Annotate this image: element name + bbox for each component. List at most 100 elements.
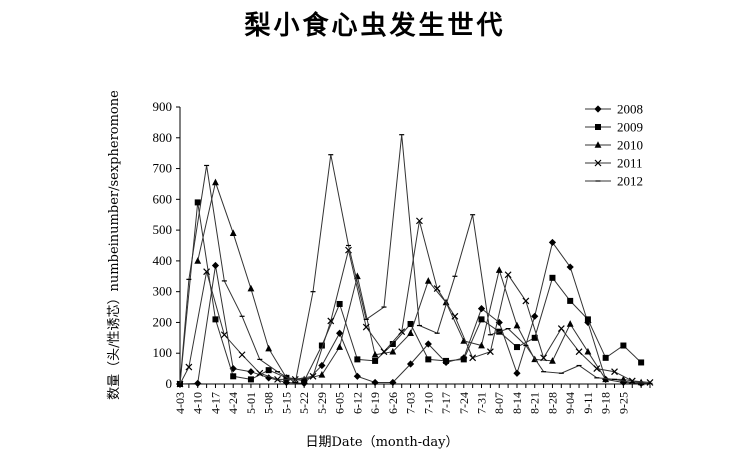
x-tick-label: 7-24 — [457, 392, 471, 414]
point-marker — [220, 331, 228, 339]
y-tick-label: 900 — [153, 99, 173, 114]
point-marker — [265, 374, 273, 382]
point-marker — [318, 370, 326, 378]
point-marker — [185, 363, 193, 371]
x-tick-label: 4-17 — [208, 392, 222, 414]
point-marker — [407, 329, 414, 337]
point-marker — [389, 347, 397, 355]
legend-label: 2008 — [617, 102, 643, 117]
x-tick-label: 8-07 — [492, 392, 506, 414]
x-tick-label: 7-17 — [439, 392, 453, 414]
point-marker — [548, 238, 557, 247]
point-marker — [389, 378, 397, 387]
point-marker — [300, 375, 308, 383]
point-marker — [566, 263, 574, 271]
point-marker — [229, 365, 237, 373]
point-marker — [620, 342, 627, 349]
x-tick-label: 9-11 — [581, 392, 595, 414]
x-tick-label: 6-26 — [386, 392, 400, 414]
point-marker — [478, 341, 485, 349]
point-marker — [425, 356, 432, 363]
legend: 2008 2009 2010 2011 2012 — [585, 102, 643, 189]
x-tick-label: 4-24 — [226, 392, 240, 414]
legend-item-2012: 2012 — [585, 174, 643, 189]
y-tick-label: 500 — [153, 222, 173, 237]
point-marker — [238, 351, 246, 359]
point-marker — [274, 375, 281, 383]
point-marker — [557, 325, 565, 333]
x-tick-label: 5-15 — [279, 392, 293, 414]
point-marker — [531, 334, 538, 341]
point-marker — [504, 271, 512, 279]
point-marker — [380, 348, 388, 356]
y-tick-label: 700 — [153, 161, 173, 176]
point-marker — [353, 372, 361, 380]
point-marker — [406, 360, 415, 368]
x-tick-label: 8-14 — [510, 392, 524, 414]
point-marker — [318, 342, 325, 349]
x-tick-label: 6-05 — [333, 392, 347, 414]
x-tick-label: 8-21 — [528, 392, 542, 414]
point-marker — [513, 344, 520, 351]
point-marker — [203, 268, 211, 276]
y-tick-label: 400 — [153, 253, 173, 268]
point-marker — [247, 376, 254, 383]
point-marker — [638, 359, 645, 366]
x-tick-label: 9-04 — [563, 392, 577, 414]
point-marker — [229, 229, 237, 236]
y-tick-label: 200 — [153, 314, 173, 329]
x-tick-label: 5-29 — [315, 392, 329, 414]
y-tick-label: 600 — [153, 191, 173, 206]
y-tick-label: 800 — [153, 130, 173, 145]
point-marker — [495, 266, 503, 273]
point-marker — [416, 217, 423, 225]
y-tick-label: 100 — [153, 345, 173, 360]
point-marker — [371, 378, 379, 387]
legend-item-2010: 2010 — [585, 138, 643, 153]
series-line — [179, 134, 651, 385]
point-marker — [194, 257, 202, 264]
point-marker — [477, 304, 486, 313]
point-marker — [567, 297, 574, 304]
x-tick-label: 4-03 — [173, 392, 187, 414]
y-axis-ticks: 0 100 200 300 400 500 600 700 800 900 — [153, 99, 180, 391]
point-marker — [247, 284, 255, 292]
point-marker — [309, 372, 317, 380]
point-marker — [593, 365, 601, 373]
series-2012 — [177, 134, 653, 385]
legend-label: 2010 — [617, 138, 643, 153]
point-marker — [398, 328, 406, 336]
y-tick-label: 300 — [153, 284, 173, 299]
series-2010 — [194, 178, 645, 386]
point-marker — [247, 368, 255, 376]
point-marker — [513, 321, 521, 329]
point-marker — [594, 141, 602, 148]
x-tick-label: 8-28 — [545, 392, 559, 414]
point-marker — [451, 312, 459, 320]
series-2008 — [176, 238, 645, 388]
point-marker — [460, 356, 467, 363]
series-line — [197, 180, 642, 383]
point-marker — [549, 274, 556, 281]
point-marker — [327, 317, 335, 325]
x-axis-label: 日期Date（month-day） — [305, 435, 458, 450]
point-marker — [443, 357, 450, 364]
x-tick-label: 7-03 — [404, 392, 418, 414]
y-tick-label: 0 — [166, 376, 173, 391]
legend-item-2009: 2009 — [585, 120, 643, 135]
chart-title: 梨小食心虫发生世代 — [244, 10, 505, 41]
point-marker — [584, 318, 592, 327]
x-axis-ticks: 4-03 4-10 4-17 4-24 5-01 5-08 5-15 5-22 5-29 6-05… — [173, 384, 651, 414]
x-tick-label: 7-10 — [421, 392, 435, 414]
point-marker — [371, 350, 379, 358]
point-marker — [336, 329, 344, 337]
point-marker — [212, 178, 219, 186]
point-marker — [336, 300, 343, 307]
point-marker — [522, 297, 530, 305]
legend-label: 2011 — [617, 156, 643, 171]
axes — [179, 107, 650, 385]
point-marker — [540, 354, 548, 362]
point-marker — [265, 367, 272, 374]
point-marker — [230, 373, 237, 380]
